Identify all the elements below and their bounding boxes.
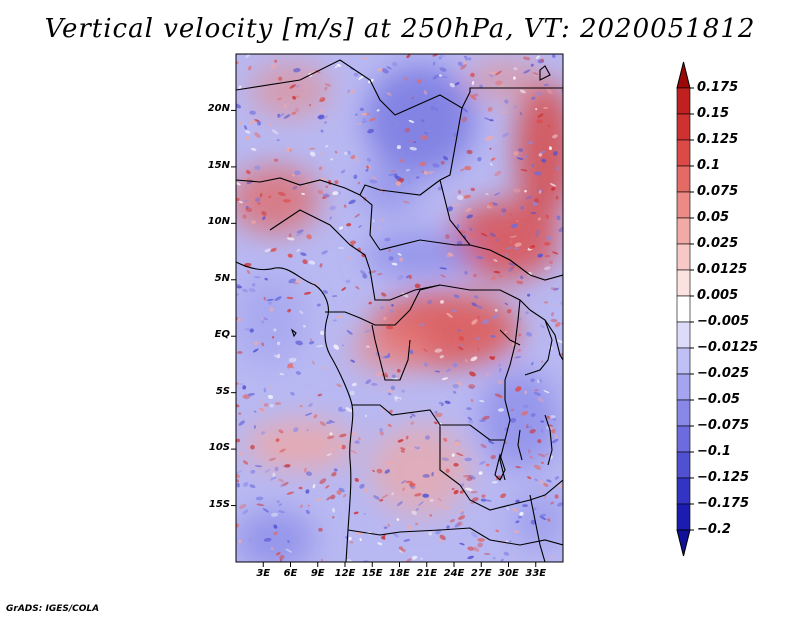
- lon-tick-label: 6E: [283, 568, 298, 579]
- colorbar-swatch: [676, 243, 691, 271]
- lat-tick-label: 10N: [207, 216, 230, 228]
- colorbar-level-label: 0.05: [697, 210, 730, 225]
- lon-tick-label: 21E: [416, 568, 438, 579]
- colorbar-level-label: −0.075: [697, 418, 750, 433]
- lat-tick-label: 5S: [215, 385, 230, 397]
- colorbar-level-label: −0.1: [697, 444, 731, 459]
- lon-tick-label: 18E: [389, 568, 410, 579]
- colorbar-level-label: 0.1: [697, 158, 721, 173]
- colorbar-level-label: 0.175: [697, 80, 739, 95]
- colorbar-swatch: [676, 373, 691, 401]
- colorbar-swatch: [676, 217, 691, 245]
- lon-tick-label: 33E: [525, 568, 547, 579]
- colorbar-level-label: 0.15: [697, 106, 730, 121]
- colorbar-swatch: [676, 321, 691, 349]
- colorbar-swatch: [676, 113, 691, 141]
- colorbar: [676, 61, 694, 557]
- lat-tick-label: 5N: [214, 272, 230, 284]
- colorbar-level-label: −0.05: [697, 392, 740, 407]
- colorbar-swatch: [676, 503, 691, 531]
- colorbar-swatch: [676, 451, 691, 479]
- lat-tick-label: 15N: [207, 159, 230, 171]
- lon-tick-label: 27E: [470, 568, 492, 579]
- colorbar-level-label: −0.175: [697, 496, 750, 511]
- colorbar-level-label: −0.2: [697, 522, 731, 537]
- colorbar-level-label: −0.125: [697, 470, 750, 485]
- lon-tick-label: 24E: [443, 568, 465, 579]
- colorbar-bottom-arrow: [676, 529, 691, 557]
- colorbar-level-label: 0.025: [697, 236, 739, 251]
- lat-tick-label: 20N: [207, 103, 230, 115]
- colorbar-swatch: [676, 425, 691, 453]
- map-title: Vertical velocity [m/s] at 250hPa, VT: 2…: [44, 14, 756, 44]
- lat-tick-label: 15S: [208, 498, 230, 510]
- grads-credit: GrADS: IGES/COLA: [6, 604, 100, 614]
- colorbar-level-label: 0.0125: [697, 262, 748, 277]
- colorbar-level-label: 0.005: [697, 288, 739, 303]
- colorbar-swatch: [676, 87, 691, 115]
- colorbar-swatch: [676, 139, 691, 167]
- vertical-velocity-field: [236, 54, 563, 562]
- lon-tick-label: 15E: [361, 568, 383, 579]
- lat-tick-label: EQ: [214, 329, 230, 341]
- colorbar-swatch: [676, 399, 691, 427]
- colorbar-swatch: [676, 191, 691, 219]
- colorbar-swatch: [676, 165, 691, 193]
- colorbar-level-label: −0.0125: [697, 340, 759, 355]
- country-borders: [236, 59, 563, 562]
- lon-tick-label: 3E: [256, 568, 271, 579]
- colorbar-top-arrow: [676, 61, 691, 89]
- colorbar-level-label: 0.075: [697, 184, 739, 199]
- colorbar-swatch: [676, 477, 691, 505]
- colorbar-swatch: [676, 347, 691, 375]
- colorbar-swatch: [676, 269, 691, 297]
- lat-tick-label: 10S: [208, 442, 230, 454]
- colorbar-level-label: −0.005: [697, 314, 750, 329]
- lon-tick-label: 30E: [498, 568, 519, 579]
- lon-tick-label: 12E: [334, 568, 356, 579]
- colorbar-level-label: −0.025: [697, 366, 750, 381]
- colorbar-swatch: [676, 295, 691, 323]
- lon-tick-label: 9E: [310, 568, 325, 579]
- colorbar-level-label: 0.125: [697, 132, 739, 147]
